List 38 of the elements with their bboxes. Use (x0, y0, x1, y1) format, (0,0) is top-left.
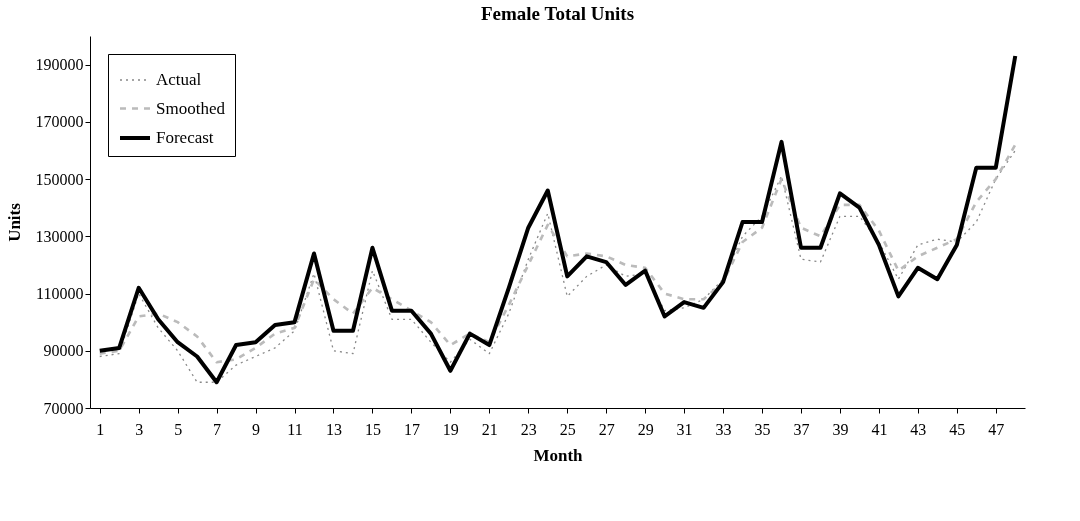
x-tick-label: 41 (871, 420, 888, 438)
y-tick-label: 150000 (35, 170, 84, 188)
legend-label: Actual (156, 70, 202, 89)
x-tick-label: 35 (754, 420, 771, 438)
line-series (97, 54, 1018, 385)
x-tick-label: 43 (910, 420, 927, 438)
legend-label: Forecast (156, 128, 214, 147)
y-tick-label: 190000 (35, 56, 84, 74)
x-tick-label: 21 (481, 420, 498, 438)
y-tick-label: 130000 (35, 227, 84, 245)
x-tick-label: 19 (442, 420, 459, 438)
legend-label: Smoothed (156, 98, 226, 118)
y-axis-title: Units (4, 202, 24, 242)
x-tick-label: 27 (598, 420, 615, 438)
x-tick-label: 13 (325, 420, 342, 438)
y-tick-label: 170000 (35, 113, 84, 131)
x-tick-label: 29 (637, 420, 654, 438)
y-tick-label: 90000 (43, 342, 84, 360)
x-tick-label: 23 (520, 420, 537, 438)
x-tick-label: 39 (832, 420, 849, 438)
x-tick-label: 5 (174, 420, 183, 438)
x-tick-label: 31 (676, 420, 693, 438)
x-tick-label: 17 (403, 420, 420, 438)
x-tick-label: 1 (96, 420, 105, 438)
x-tick-label: 3 (135, 420, 144, 438)
x-tick-label: 45 (949, 420, 966, 438)
x-tick-label: 47 (988, 420, 1005, 438)
x-tick-label: 25 (559, 420, 576, 438)
x-axis-title: Month (533, 445, 584, 465)
x-tick-label: 11 (287, 420, 303, 438)
x-tick-label: 33 (715, 420, 732, 438)
chart-title: Female Total Units (480, 3, 635, 24)
x-tick-label: 37 (793, 420, 810, 438)
x-tick-label: 15 (364, 420, 381, 438)
y-tick-label: 110000 (36, 285, 84, 303)
y-tick-label: 70000 (43, 399, 84, 417)
x-tick-label: 7 (213, 420, 222, 438)
x-tick-label: 9 (252, 420, 261, 438)
